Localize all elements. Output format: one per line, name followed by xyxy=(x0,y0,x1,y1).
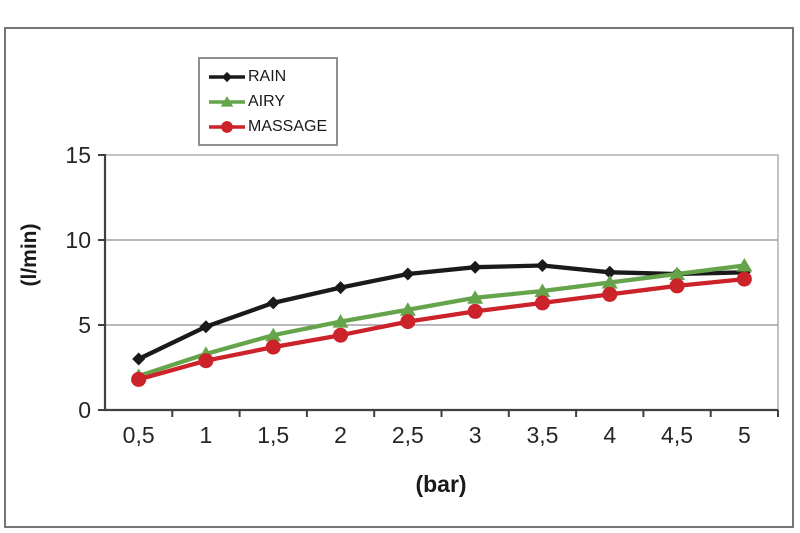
data-point-circle xyxy=(131,371,147,387)
data-point-diamond xyxy=(199,320,213,334)
x-tick-label: 3,5 xyxy=(526,422,558,448)
data-point-triangle xyxy=(736,258,753,272)
x-tick-label: 1,5 xyxy=(257,422,289,448)
data-point-diamond xyxy=(132,352,146,366)
data-point-diamond xyxy=(603,265,617,279)
data-point-circle xyxy=(400,314,416,330)
rain-line-marker-icon xyxy=(209,71,245,82)
data-point-triangle xyxy=(332,314,349,328)
legend-label-rain: RAIN xyxy=(248,67,287,85)
data-point-circle xyxy=(333,327,349,343)
series-line xyxy=(136,263,747,379)
data-point-triangle xyxy=(467,290,484,304)
legend-item-airy: AIRY xyxy=(208,89,328,114)
y-tick-label: 5 xyxy=(78,312,91,338)
x-tick-label: 0,5 xyxy=(123,422,155,448)
series-massage xyxy=(131,271,752,387)
data-point-circle xyxy=(534,295,550,311)
data-point-circle xyxy=(467,303,483,319)
legend-label-airy: AIRY xyxy=(248,92,286,110)
data-point-diamond xyxy=(401,267,415,281)
y-tick-label: 10 xyxy=(65,227,91,253)
series-line xyxy=(136,263,747,362)
data-point-triangle xyxy=(220,95,234,107)
data-point-triangle xyxy=(399,302,416,316)
airy-line-marker-icon xyxy=(209,95,245,107)
legend-item-rain: RAIN xyxy=(208,64,328,89)
data-point-circle xyxy=(265,339,281,355)
data-point-circle xyxy=(602,286,618,302)
data-point-circle xyxy=(669,278,685,294)
plot-border xyxy=(104,154,779,411)
x-tick-label: 2,5 xyxy=(392,422,424,448)
massage-line-marker-icon xyxy=(209,120,245,133)
x-axis-title: (bar) xyxy=(415,471,466,497)
legend: RAIN AIRY MASSAGE xyxy=(198,57,338,146)
data-point-triangle xyxy=(601,275,618,289)
data-point-diamond xyxy=(468,260,482,274)
data-point-circle xyxy=(221,120,233,133)
data-point-diamond xyxy=(535,259,549,272)
legend-item-massage: MASSAGE xyxy=(208,114,328,139)
data-point-diamond xyxy=(334,281,348,295)
series-rain xyxy=(132,259,751,366)
x-tick-label: 5 xyxy=(738,422,751,448)
data-point-triangle xyxy=(534,283,551,297)
data-point-circle xyxy=(736,271,752,287)
legend-label-massage: MASSAGE xyxy=(248,117,328,135)
data-point-diamond xyxy=(221,71,233,82)
data-point-triangle xyxy=(265,327,282,342)
x-tick-label: 2 xyxy=(334,422,347,448)
y-tick-label: 15 xyxy=(65,142,91,168)
data-point-triangle xyxy=(669,266,686,280)
data-point-diamond xyxy=(266,296,280,310)
x-tick-label: 1 xyxy=(200,422,213,448)
data-point-circle xyxy=(198,353,214,369)
x-tick-label: 4,5 xyxy=(661,422,693,448)
x-tick-label: 4 xyxy=(603,422,616,448)
y-axis-title: (l/min) xyxy=(18,224,41,287)
y-tick-label: 0 xyxy=(78,397,91,423)
series-line xyxy=(136,276,747,382)
x-tick-label: 3 xyxy=(469,422,482,448)
